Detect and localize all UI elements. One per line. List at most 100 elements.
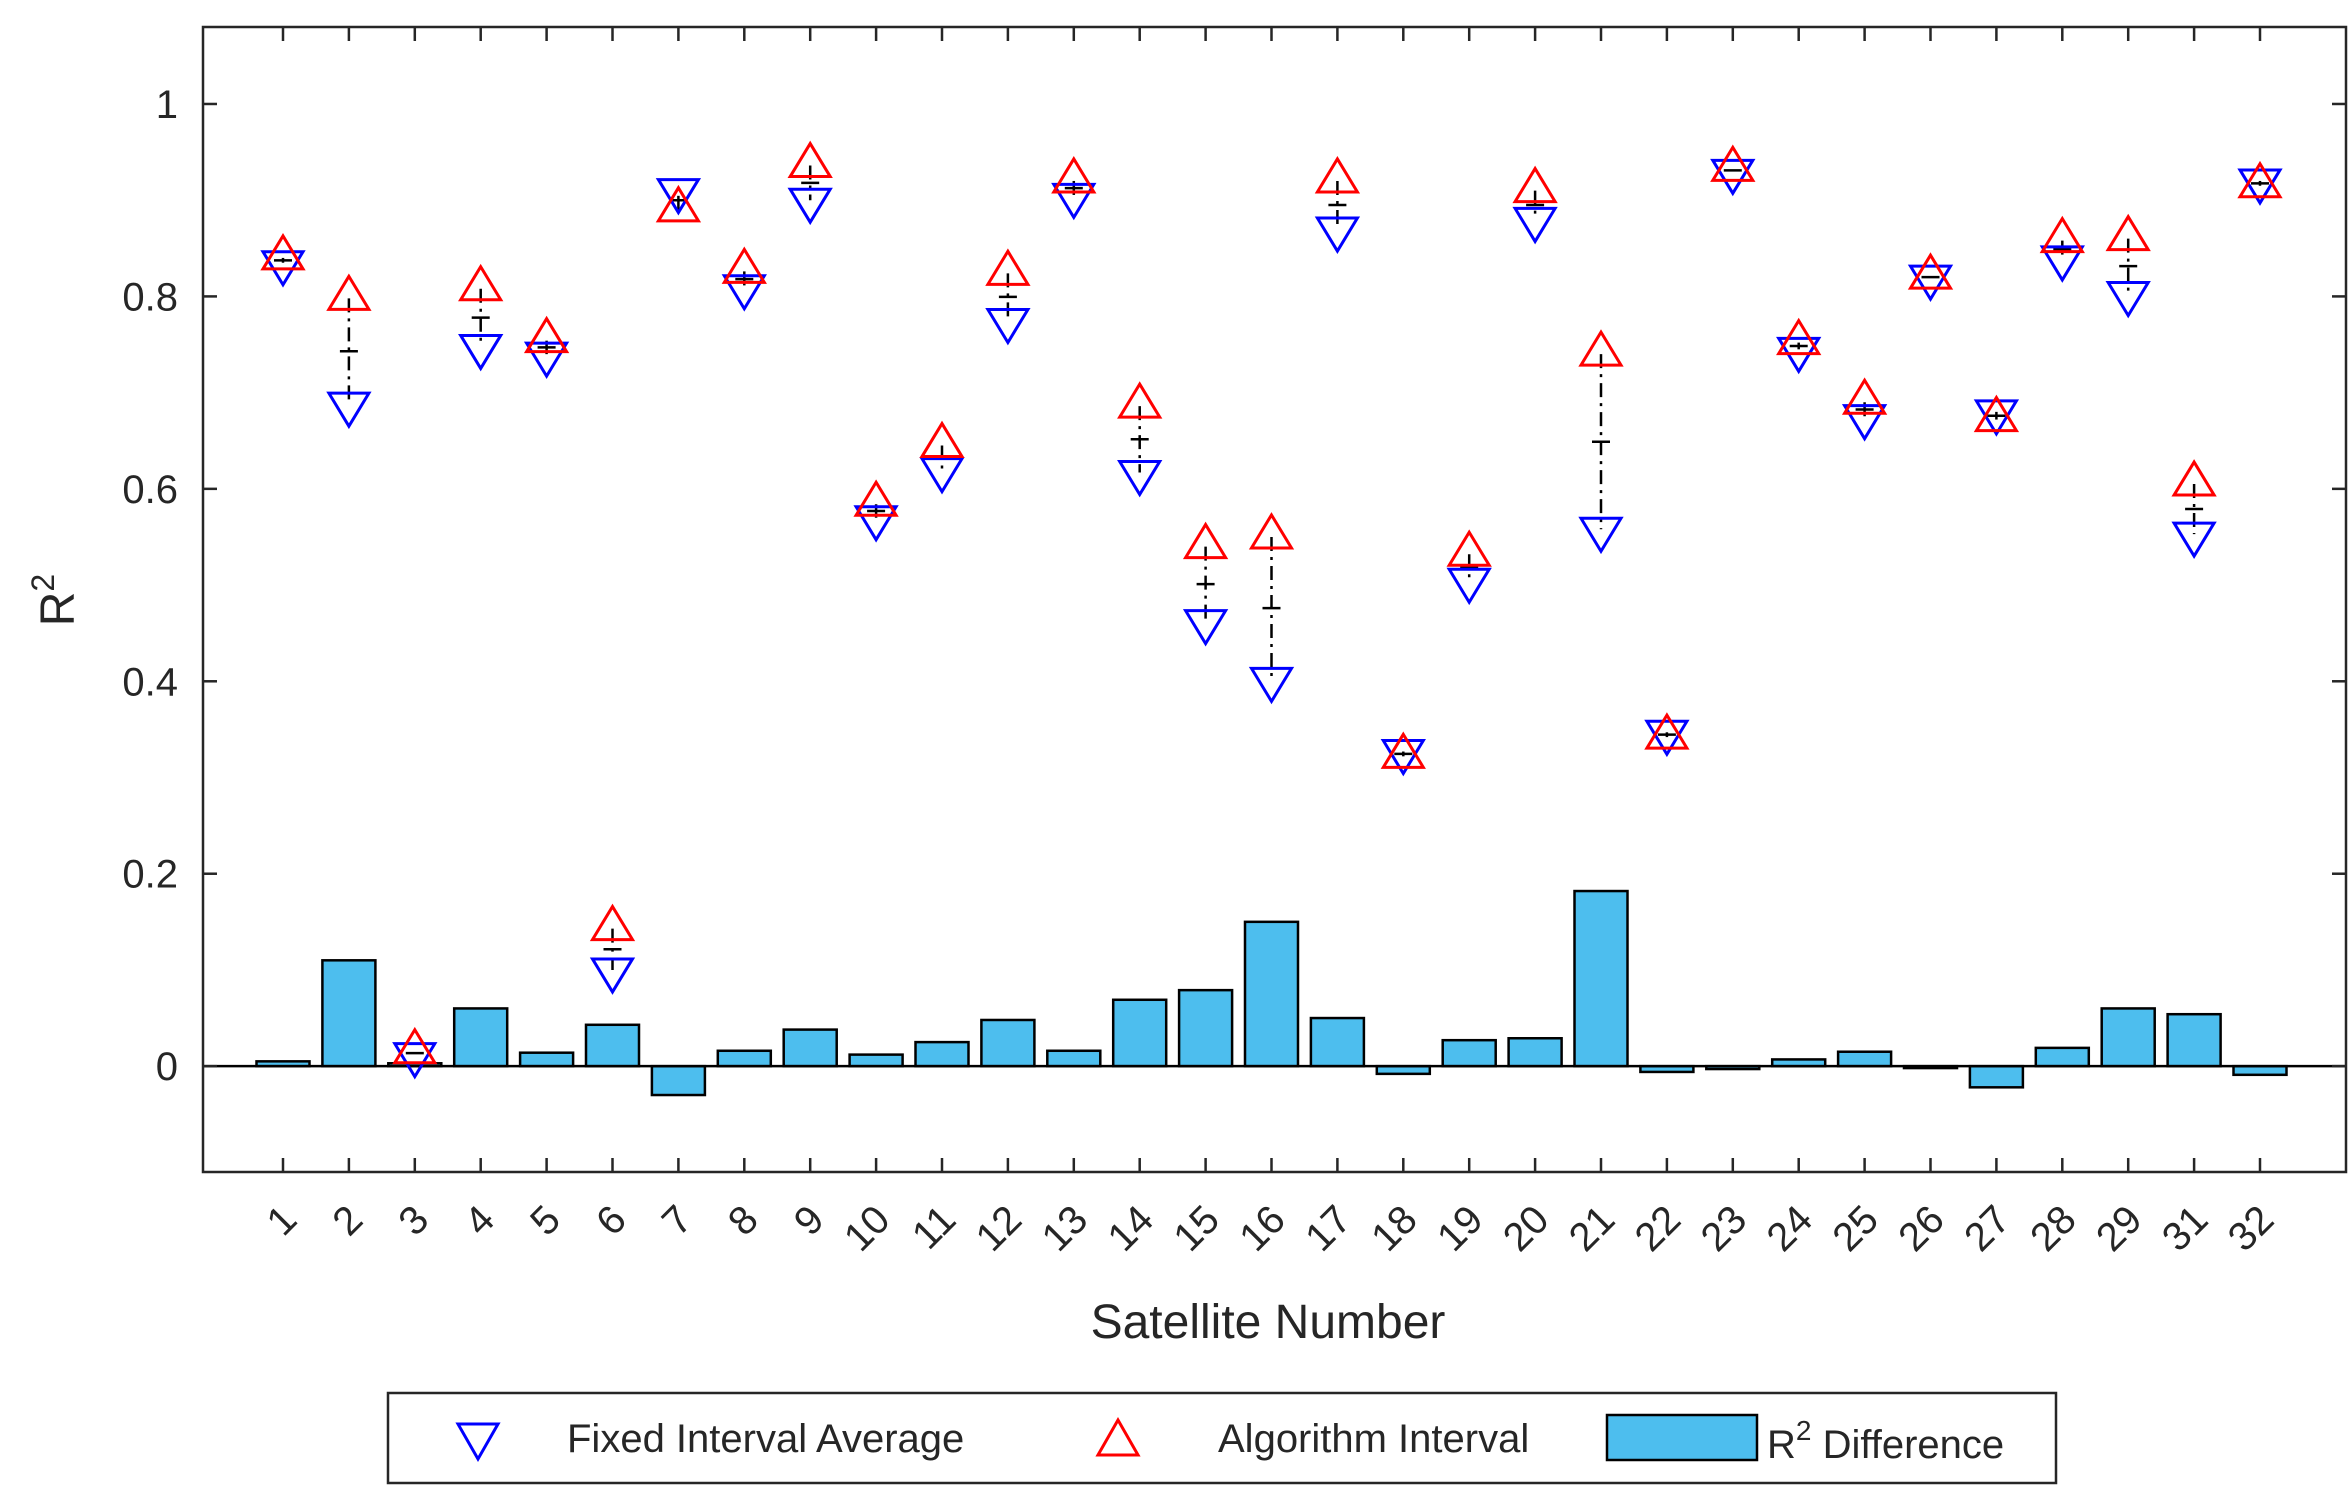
fixed-marker-26 [1907, 264, 1954, 303]
legend-diff-label-superscript: 2 [1796, 1415, 1812, 1446]
legend: Fixed Interval Average Algorithm Interva… [386, 1391, 2058, 1485]
diff-bar-29 [2100, 1007, 2156, 1068]
algo-marker-22 [1644, 712, 1690, 750]
algo-marker-19 [1446, 529, 1492, 567]
fixed-marker-10 [853, 505, 899, 543]
algo-marker-28 [2039, 215, 2085, 254]
fixed-marker-22 [1644, 719, 1690, 758]
diff-bar-27 [1968, 1064, 2025, 1089]
y-tick-label: 0.6 [122, 468, 178, 512]
algo-marker-12 [985, 248, 1031, 286]
diff-bar-32 [2232, 1064, 2288, 1077]
interval-connectors [274, 165, 2269, 1055]
y-axis-label: R2 [25, 574, 85, 626]
algo-marker-7 [655, 184, 702, 223]
algo-marker-10 [853, 479, 899, 517]
y-tick-label: 0.2 [122, 853, 178, 897]
fixed-marker-32 [2237, 168, 2283, 206]
diff-bar-12 [980, 1018, 1036, 1068]
legend-diff-label: R2 Difference [1767, 1415, 2004, 1467]
diff-bar-28 [2034, 1046, 2091, 1068]
algo-marker-32 [2237, 160, 2283, 199]
fixed-marker-27 [1973, 399, 2020, 437]
diff-bar-19 [1441, 1038, 1497, 1068]
fixed-marker-29 [2105, 281, 2151, 319]
diff-bar-15 [1177, 988, 1234, 1068]
y-axis: 0 0.2 0.4 0.6 0.8 1 [122, 83, 2346, 1089]
fixed-marker-19 [1446, 567, 1492, 606]
fixed-marker-25 [1841, 404, 1888, 442]
diff-bar-9 [782, 1028, 838, 1068]
algo-marker-3 [392, 1026, 438, 1065]
fixed-marker-21 [1578, 516, 1624, 555]
algo-marker-24 [1776, 317, 1822, 356]
algo-marker-16 [1248, 512, 1295, 550]
fixed-marker-31 [2171, 521, 2217, 559]
legend-box [386, 1391, 2058, 1485]
legend-algo-marker [1095, 1416, 1141, 1457]
diff-bar-31 [2166, 1012, 2222, 1068]
algo-marker-17 [1314, 156, 1361, 194]
diff-bar-21 [1573, 889, 1629, 1068]
legend-diff-swatch [1605, 1413, 1759, 1462]
legend-fixed-label: Fixed Interval Average [567, 1417, 964, 1461]
algo-marker-15 [1182, 521, 1229, 560]
diff-bar-11 [914, 1040, 970, 1068]
diff-bar-16 [1243, 920, 1300, 1068]
fixed-marker-13 [1051, 182, 1097, 221]
algo-marker-20 [1512, 165, 1558, 204]
fixed-marker-2 [326, 391, 372, 430]
diff-bar-17 [1309, 1016, 1366, 1068]
fixed-marker-15 [1182, 609, 1229, 647]
algo-marker-25 [1841, 377, 1888, 415]
y-tick-label: 0.8 [122, 275, 178, 319]
algo-marker-2 [326, 273, 372, 311]
algo-marker-8 [721, 246, 767, 284]
y-axis-label-main: R [32, 592, 85, 627]
legend-diff-label-rest: Difference [1811, 1423, 2004, 1467]
fixed-marker-6 [589, 957, 636, 995]
diff-bar-10 [848, 1053, 904, 1068]
algo-marker-6 [589, 903, 636, 942]
y-tick-label: 1 [156, 83, 178, 127]
y-tick-label: 0.4 [122, 660, 178, 704]
algo-marker-27 [1973, 394, 2020, 433]
algo-marker-9 [787, 140, 833, 179]
x-axis-label: Satellite Number [1091, 1296, 1446, 1349]
fixed-marker-4 [458, 333, 504, 372]
fixed-marker-5 [523, 341, 570, 380]
fixed-marker-20 [1512, 206, 1558, 245]
diff-bar-14 [1111, 998, 1168, 1068]
legend-diff-label-main: R [1767, 1423, 1796, 1467]
algo-marker-31 [2171, 459, 2217, 497]
diff-bar-6 [584, 1023, 641, 1068]
fixed-marker-9 [787, 187, 833, 226]
plot-area-frame [201, 25, 2348, 1174]
interval-markers [260, 140, 2283, 1080]
algo-marker-18 [1380, 731, 1426, 769]
legend-fixed-marker [455, 1422, 501, 1463]
algo-marker-14 [1117, 381, 1163, 419]
algo-marker-21 [1578, 329, 1624, 367]
y-axis-label-superscript: 2 [25, 574, 61, 592]
legend-algo-label: Algorithm Interval [1218, 1417, 1529, 1461]
algo-marker-29 [2105, 213, 2151, 252]
algo-marker-1 [260, 233, 306, 271]
algo-marker-23 [1710, 144, 1756, 182]
algo-marker-13 [1051, 156, 1097, 194]
diff-bar-8 [716, 1049, 773, 1068]
diff-bar-25 [1836, 1050, 1893, 1068]
fixed-marker-7 [655, 178, 702, 216]
fixed-marker-23 [1710, 158, 1756, 197]
diff-bar-20 [1507, 1037, 1563, 1068]
diff-bar-4 [452, 1007, 509, 1068]
algo-marker-26 [1907, 252, 1954, 290]
fixed-marker-12 [985, 307, 1031, 346]
algo-marker-4 [458, 263, 504, 302]
diff-bar-13 [1046, 1049, 1102, 1068]
difference-bars [255, 889, 2288, 1097]
fixed-marker-28 [2039, 245, 2085, 283]
fixed-marker-16 [1248, 666, 1295, 705]
fixed-marker-3 [392, 1042, 438, 1080]
